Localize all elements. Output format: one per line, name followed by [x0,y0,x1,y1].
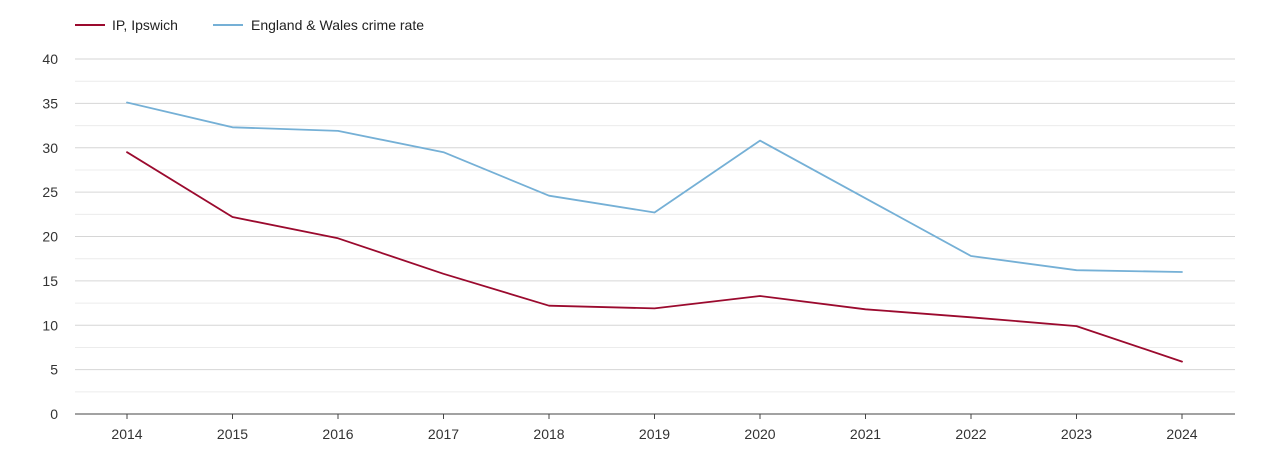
legend-label-england-wales[interactable]: England & Wales crime rate [251,17,424,33]
x-tick-label: 2016 [322,426,353,442]
series-line-ipswich[interactable] [126,151,1183,363]
y-tick-label: 5 [50,362,58,378]
y-axis-tick-labels: 0 5 10 15 20 25 30 35 40 [42,51,58,422]
legend-label-ipswich[interactable]: IP, Ipswich [112,17,178,33]
x-tick-label: 2020 [744,426,775,442]
x-tick-label: 2024 [1166,426,1197,442]
series-line-england-wales[interactable] [126,101,1183,273]
x-tick-label: 2015 [217,426,248,442]
x-tick-label: 2014 [111,426,142,442]
y-tick-label: 15 [42,273,58,289]
y-tick-label: 10 [42,317,58,333]
x-tick-label: 2022 [955,426,986,442]
y-tick-label: 25 [42,184,58,200]
y-tick-label: 40 [42,51,58,67]
gridlines [75,58,1235,393]
series-lines [126,101,1183,363]
x-tick-label: 2018 [533,426,564,442]
y-tick-label: 20 [42,229,58,245]
legend: IP, Ipswich England & Wales crime rate [75,17,424,33]
x-tick-label: 2019 [639,426,670,442]
x-tick-label: 2023 [1061,426,1092,442]
x-tick-label: 2021 [850,426,881,442]
y-tick-label: 35 [42,95,58,111]
x-tick-label: 2017 [428,426,459,442]
x-axis-tick-labels: 2014 2015 2016 2017 2018 2019 2020 2021 2022 2023… [111,414,1198,442]
y-tick-label: 30 [42,140,58,156]
y-tick-label: 0 [50,406,58,422]
